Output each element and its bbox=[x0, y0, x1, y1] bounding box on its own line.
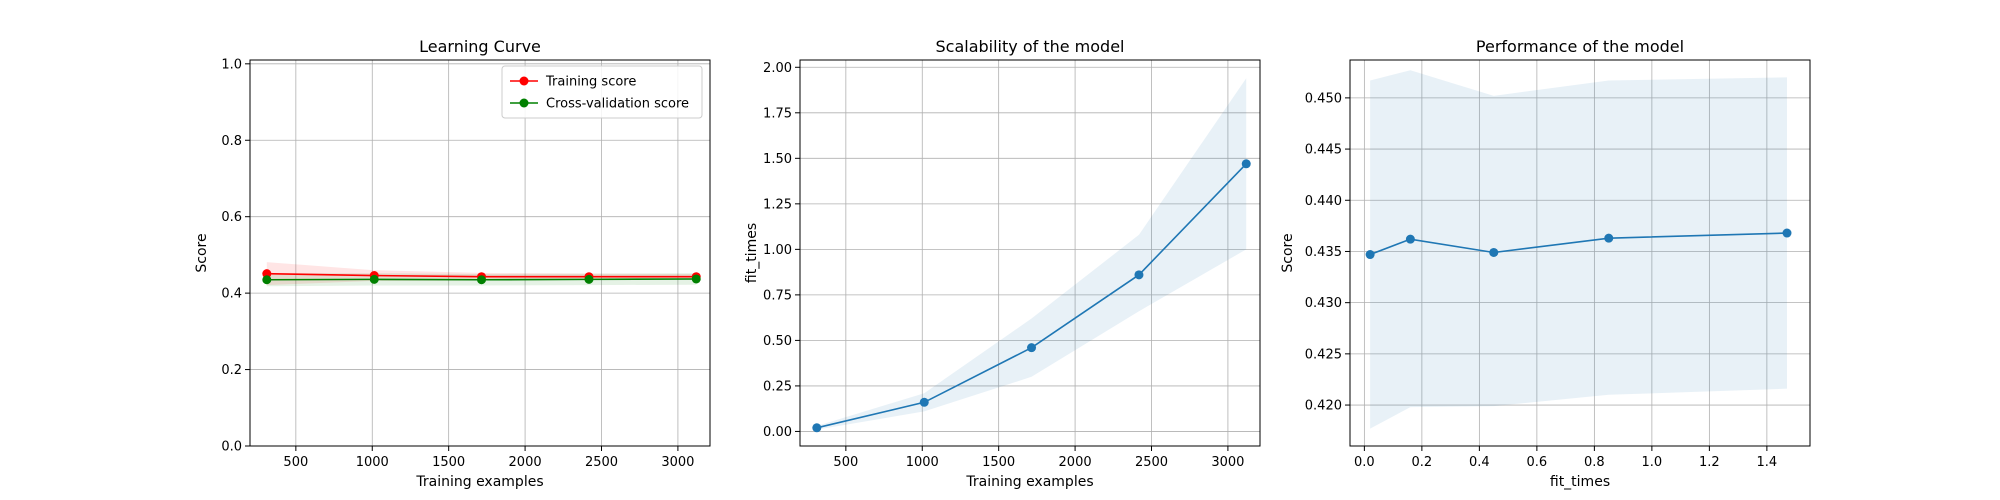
x-tick-label: 0.0 bbox=[1354, 455, 1375, 470]
x-tick-label: 1000 bbox=[356, 455, 389, 470]
chart-title: Performance of the model bbox=[1476, 37, 1684, 56]
y-tick-label: 1.75 bbox=[763, 106, 792, 121]
data-point bbox=[1134, 270, 1144, 280]
legend-label: Cross-validation score bbox=[546, 97, 689, 112]
x-axis-label: Training examples bbox=[965, 474, 1093, 490]
y-tick-label: 0.25 bbox=[763, 379, 792, 394]
plot-area bbox=[250, 60, 710, 446]
x-tick-label: 0.4 bbox=[1469, 455, 1490, 470]
y-tick-label: 0.450 bbox=[1305, 91, 1342, 106]
data-point bbox=[691, 274, 701, 284]
legend-box bbox=[501, 65, 703, 119]
plot-area bbox=[1350, 60, 1810, 446]
y-axis-label: Score bbox=[194, 233, 210, 272]
x-axis-label: Training examples bbox=[415, 474, 543, 490]
y-tick-label: 0.2 bbox=[221, 363, 242, 378]
data-point bbox=[1027, 343, 1037, 353]
legend-label: Training score bbox=[545, 75, 636, 90]
data-point bbox=[1604, 233, 1614, 243]
x-axis-label: fit_times bbox=[1550, 474, 1610, 490]
y-tick-label: 0.8 bbox=[221, 134, 242, 149]
chart-panel-3: 0.0 0.2 0.4 0.6 0.8 1.0 1.2 1.4 0.420 0.425 0.430 0… bbox=[1280, 37, 1811, 490]
y-tick-label: 1.50 bbox=[763, 152, 792, 167]
x-tick-label: 0.2 bbox=[1412, 455, 1433, 470]
confidence-band-1 bbox=[816, 78, 1247, 430]
x-tick-label: 1500 bbox=[432, 455, 465, 470]
y-tick-label: 0.50 bbox=[763, 334, 792, 349]
y-axis-label: fit_times bbox=[744, 223, 760, 283]
y-tick-label: 1.00 bbox=[763, 243, 792, 258]
data-point bbox=[1782, 228, 1792, 238]
data-point bbox=[584, 274, 594, 284]
legend-marker bbox=[519, 76, 529, 86]
chart-title: Learning Curve bbox=[419, 37, 541, 56]
x-tick-label: 500 bbox=[283, 455, 308, 470]
y-tick-label: 0.430 bbox=[1305, 296, 1342, 311]
x-tick-label: 2000 bbox=[509, 455, 542, 470]
y-tick-label: 1.0 bbox=[221, 57, 242, 72]
y-axis-label: Score bbox=[1280, 233, 1296, 272]
x-tick-label: 0.8 bbox=[1584, 455, 1605, 470]
axes-frame bbox=[799, 59, 1261, 447]
legend: Training score Cross-validation score bbox=[501, 65, 703, 119]
y-tick-label: 1.25 bbox=[763, 197, 792, 212]
x-tick-label: 1.0 bbox=[1642, 455, 1663, 470]
y-tick-label: 0.445 bbox=[1305, 143, 1342, 158]
y-tick-label: 0.4 bbox=[221, 287, 242, 302]
plot-area bbox=[800, 60, 1260, 446]
x-tick-label: 2500 bbox=[585, 455, 618, 470]
y-tick-label: 0.00 bbox=[763, 425, 792, 440]
y-tick-label: 0.435 bbox=[1305, 245, 1342, 260]
data-point bbox=[919, 397, 929, 407]
y-tick-label: 0.425 bbox=[1305, 347, 1342, 362]
y-tick-label: 0.0 bbox=[221, 440, 242, 455]
data-point bbox=[262, 275, 272, 285]
x-tick-label: 1500 bbox=[982, 455, 1015, 470]
y-tick-label: 2.00 bbox=[763, 61, 792, 76]
x-tick-label: 2500 bbox=[1135, 455, 1168, 470]
data-point bbox=[1405, 234, 1415, 244]
data-point bbox=[1489, 247, 1499, 257]
x-tick-label: 1.2 bbox=[1699, 455, 1720, 470]
y-tick-label: 0.75 bbox=[763, 288, 792, 303]
axes-frame bbox=[249, 59, 711, 447]
y-tick-label: 0.6 bbox=[221, 210, 242, 225]
x-tick-label: 1.4 bbox=[1757, 455, 1778, 470]
data-point bbox=[1365, 250, 1375, 260]
x-tick-label: 2000 bbox=[1059, 455, 1092, 470]
y-tick-label: 0.440 bbox=[1305, 194, 1342, 209]
x-tick-label: 1000 bbox=[906, 455, 939, 470]
data-point bbox=[1241, 159, 1251, 169]
y-tick-label: 0.420 bbox=[1305, 399, 1342, 414]
chart-panel-1: 500 1000 1500 2000 2500 3000 0.0 0.2 0.4 0.6 0.8 1.… bbox=[194, 37, 711, 490]
x-tick-label: 500 bbox=[833, 455, 858, 470]
axes-frame bbox=[1349, 59, 1811, 447]
x-tick-label: 3000 bbox=[1211, 455, 1244, 470]
x-tick-label: 0.6 bbox=[1527, 455, 1548, 470]
x-tick-label: 3000 bbox=[661, 455, 694, 470]
data-point bbox=[812, 423, 822, 433]
legend-marker bbox=[519, 98, 529, 108]
confidence-band-1 bbox=[1370, 70, 1787, 429]
chart-panel-2: 500 1000 1500 2000 2500 3000 0.00 0.25 0.50 0.75 1… bbox=[744, 37, 1261, 490]
data-point bbox=[369, 274, 379, 284]
data-point bbox=[477, 275, 487, 285]
chart-title: Scalability of the model bbox=[936, 37, 1125, 56]
